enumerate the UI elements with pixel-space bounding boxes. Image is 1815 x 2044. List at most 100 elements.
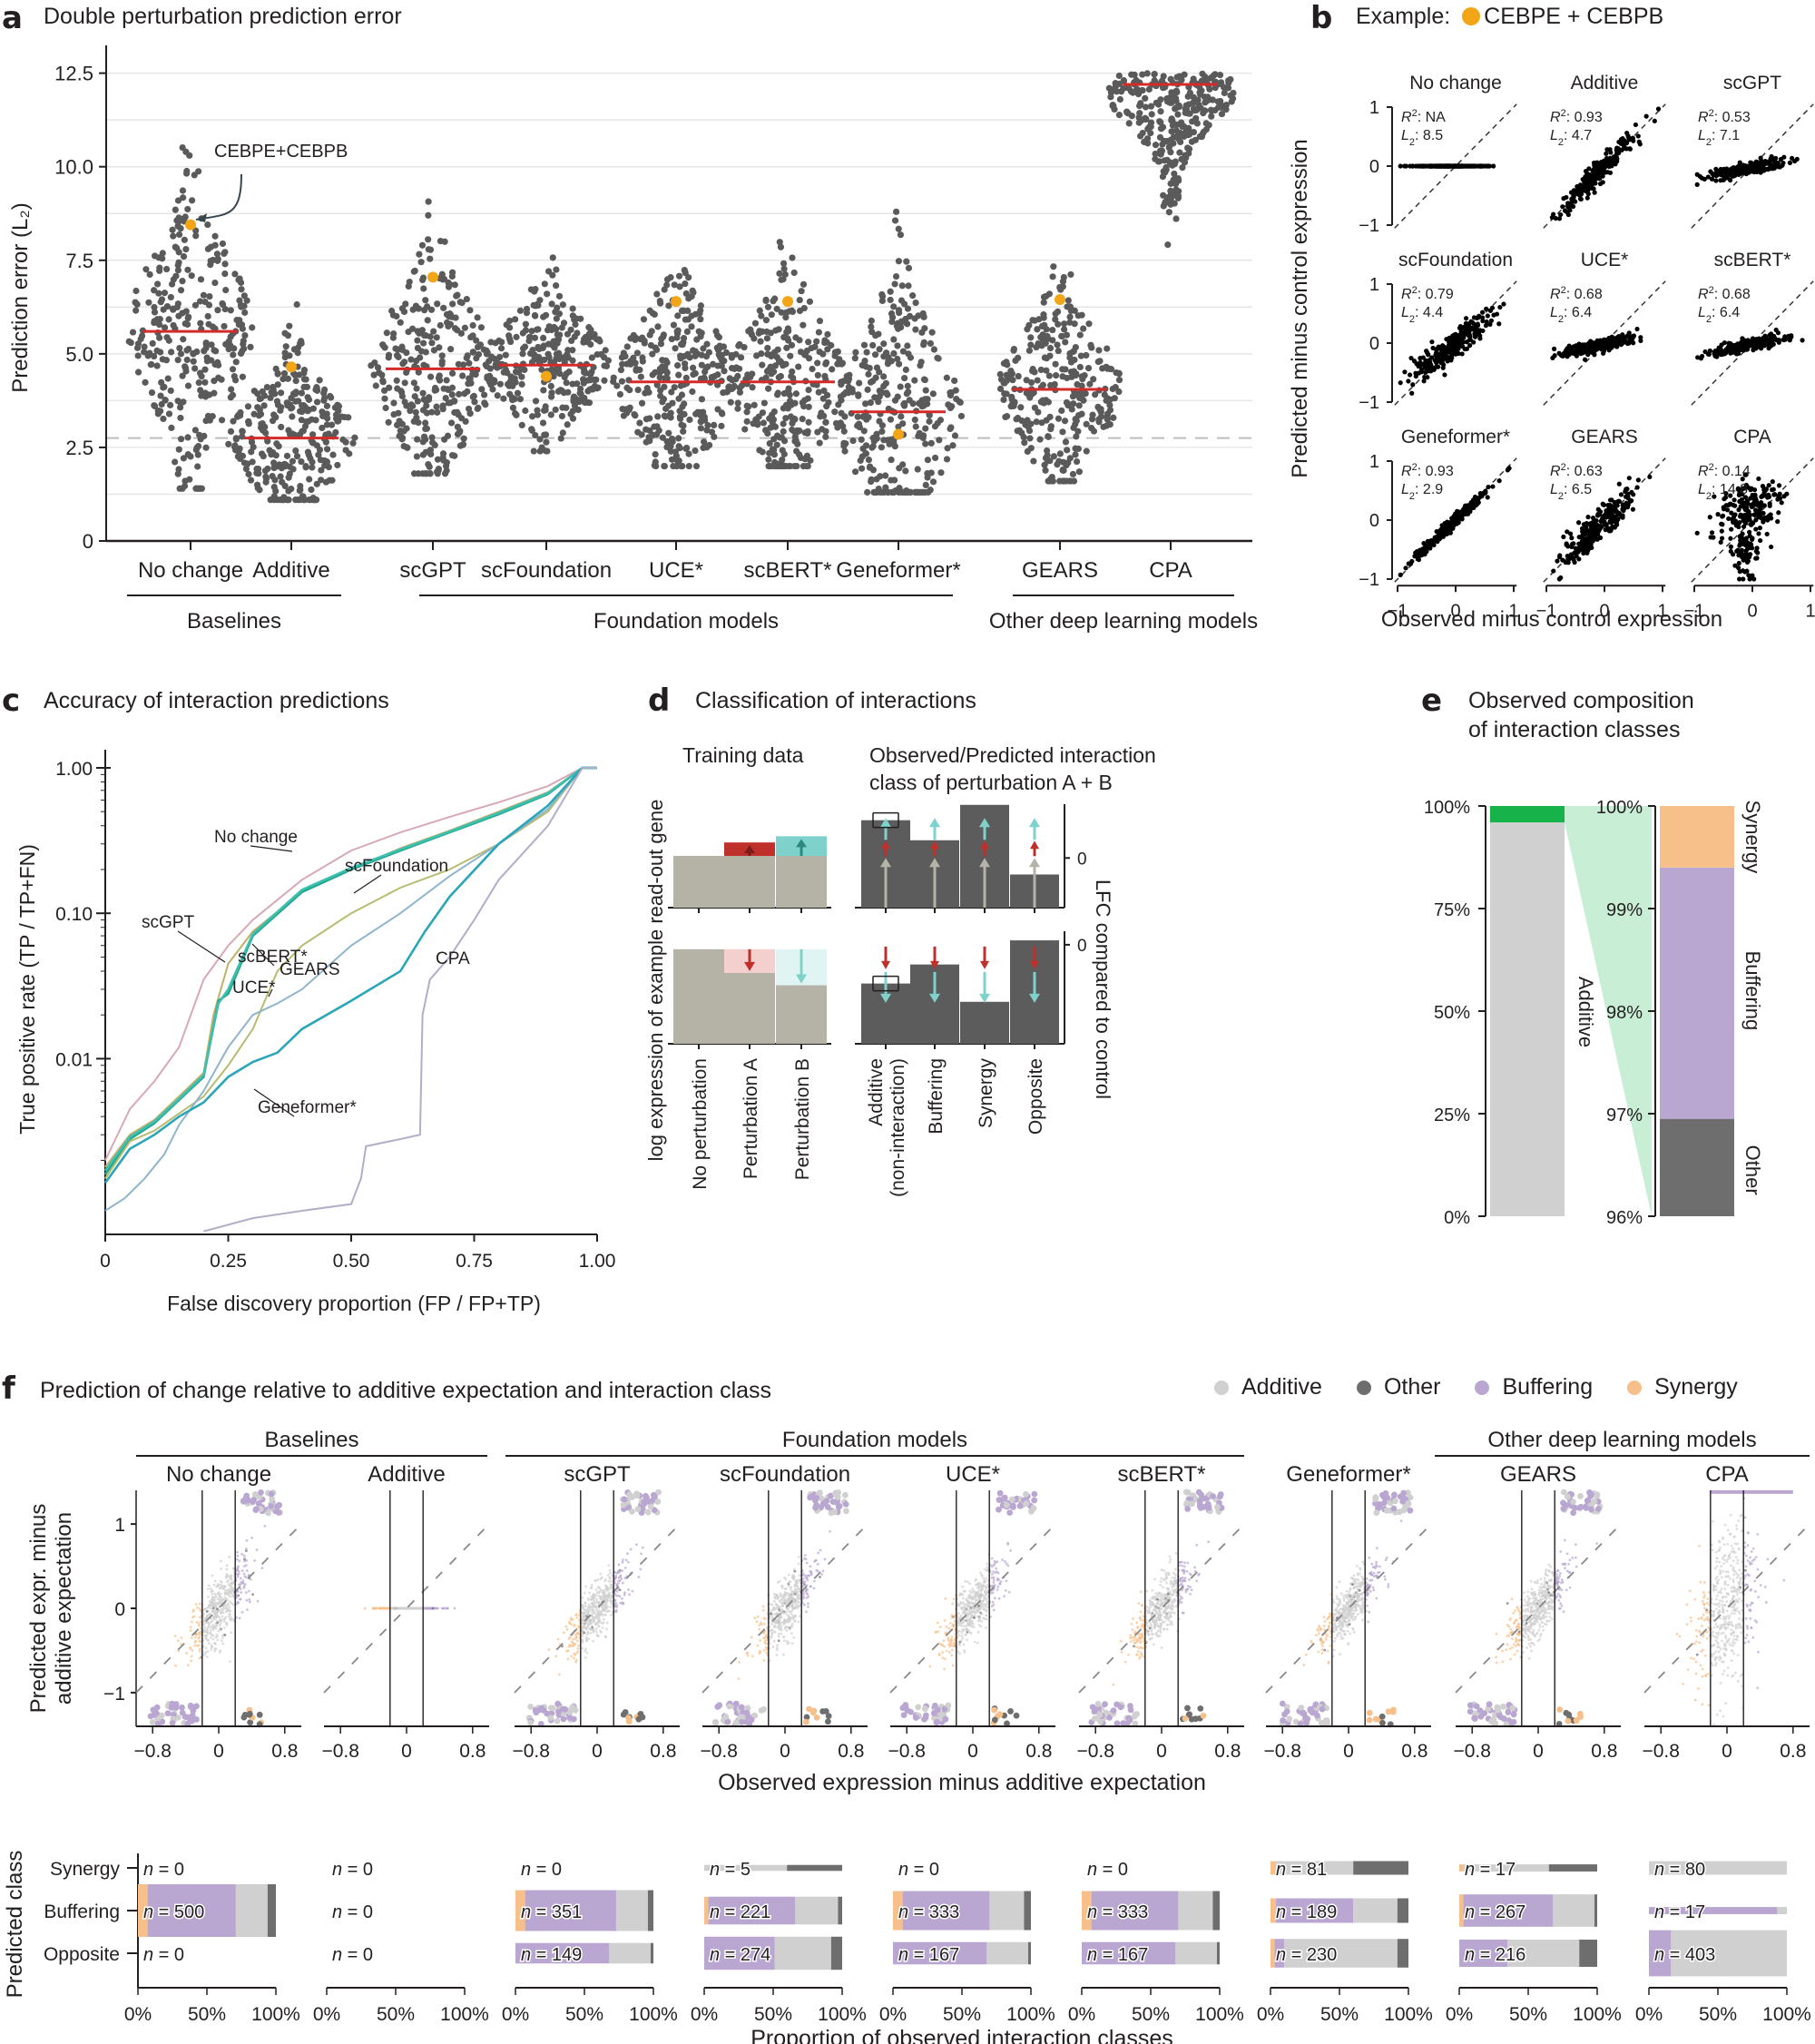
data-point: [167, 401, 174, 408]
data-point: [674, 361, 682, 369]
data-point: [1452, 163, 1457, 169]
data-point: [1629, 489, 1634, 495]
data-point: [1593, 176, 1598, 182]
identity-line: [1543, 457, 1666, 583]
data-point: [1705, 351, 1711, 357]
data-point: [237, 349, 245, 358]
data-point: [675, 457, 682, 465]
data-point: [153, 347, 161, 354]
scatter-points: [1398, 163, 1496, 169]
data-point: [1026, 394, 1034, 401]
data-point: [1418, 553, 1423, 558]
r2-symbol: R: [1698, 110, 1709, 125]
l2-label: L2: 2.9: [1401, 482, 1443, 502]
data-point: [663, 281, 671, 289]
data-point: [569, 415, 577, 422]
data-point: [1031, 317, 1038, 324]
data-point: [370, 371, 378, 378]
data-point: [1017, 404, 1025, 411]
data-point: [675, 395, 682, 402]
data-point: [664, 402, 672, 409]
data-point: [634, 428, 642, 436]
r2-value: : 0.68: [1714, 287, 1751, 302]
data-point: [1713, 178, 1719, 183]
r2-sup: 2: [1561, 285, 1566, 296]
data-point: [867, 399, 874, 407]
data-point: [1092, 391, 1099, 398]
data-point: [167, 387, 174, 395]
data-point: [1497, 304, 1503, 310]
data-point: [997, 376, 1006, 383]
data-point: [1459, 330, 1465, 336]
data-point: [787, 413, 795, 420]
data-point: [1553, 215, 1558, 221]
data-point: [181, 236, 188, 243]
data-point: [646, 331, 653, 339]
data-point: [876, 369, 883, 376]
data-point: [653, 290, 661, 298]
data-point: [1136, 110, 1143, 117]
data-point: [427, 373, 435, 380]
data-point: [548, 300, 555, 308]
data-point: [1758, 346, 1764, 351]
data-point: [436, 344, 443, 351]
data-point: [1061, 418, 1069, 425]
data-point: [871, 351, 879, 359]
data-point: [1155, 158, 1163, 165]
data-point: [238, 321, 246, 329]
data-point: [1155, 101, 1163, 108]
data-point: [256, 486, 263, 494]
data-point: [1428, 362, 1434, 368]
data-point: [158, 296, 166, 303]
data-point: [452, 314, 459, 321]
data-point: [1479, 494, 1485, 499]
y-tick-label: 12.5: [54, 63, 93, 85]
data-point: [633, 349, 641, 357]
data-point: [284, 375, 291, 382]
data-point: [292, 447, 299, 455]
data-point: [815, 388, 822, 396]
data-point: [334, 401, 341, 408]
data-point: [260, 402, 268, 409]
data-point: [898, 413, 905, 420]
data-point: [780, 276, 787, 283]
data-point: [142, 378, 149, 386]
data-point: [951, 432, 959, 439]
data-point: [1046, 344, 1055, 352]
data-point: [1033, 418, 1040, 426]
data-point: [912, 299, 919, 307]
data-point: [682, 316, 689, 323]
data-point: [899, 348, 908, 355]
data-point: [1178, 76, 1185, 84]
subplot-title: Additive: [1571, 73, 1639, 93]
y-tick-label: −1: [1359, 393, 1379, 413]
data-point: [735, 342, 742, 349]
data-point: [314, 387, 321, 394]
data-point: [652, 450, 659, 458]
data-point: [930, 346, 938, 353]
data-point: [1079, 375, 1086, 383]
r2-symbol: R: [1401, 287, 1412, 302]
data-point: [1563, 560, 1568, 565]
data-point: [448, 384, 456, 391]
data-point: [686, 416, 693, 424]
data-point: [719, 358, 726, 365]
data-point: [1614, 503, 1620, 508]
data-point: [180, 455, 187, 462]
data-point: [905, 388, 912, 396]
data-point: [1590, 536, 1596, 541]
data-point: [1584, 349, 1589, 354]
data-point: [1467, 321, 1472, 327]
data-point: [381, 387, 388, 394]
data-point: [653, 381, 661, 388]
data-point: [156, 316, 163, 323]
data-point: [1732, 347, 1738, 352]
data-point: [863, 349, 870, 356]
data-point: [1420, 355, 1426, 360]
data-point: [1199, 70, 1206, 77]
data-point: [1052, 310, 1059, 318]
y-tick-label: 0: [83, 530, 93, 553]
data-point: [1487, 321, 1493, 328]
data-point: [244, 403, 252, 410]
data-point: [1042, 467, 1049, 474]
